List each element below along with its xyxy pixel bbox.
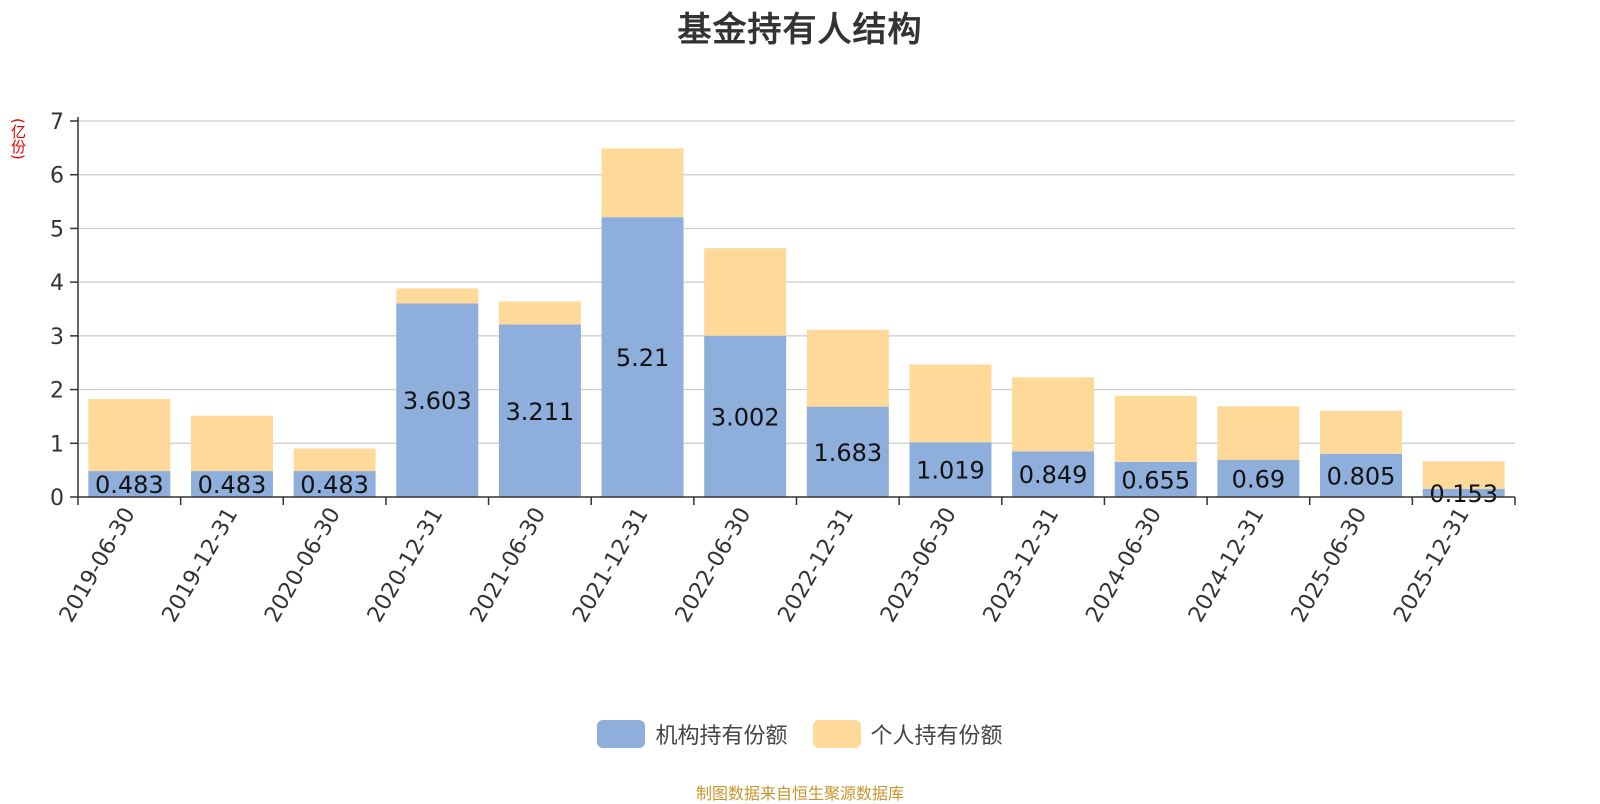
legend-label-individual: 个人持有份额 bbox=[870, 724, 1003, 749]
bar-value-label: 1.019 bbox=[916, 457, 985, 485]
legend-swatch-individual bbox=[812, 720, 861, 748]
bars bbox=[88, 148, 1505, 498]
bar-value-label: 3.002 bbox=[711, 403, 780, 431]
bar-institutional bbox=[1012, 451, 1095, 497]
bar-value-label: 0.153 bbox=[1429, 480, 1498, 508]
y-tick-label: 1 bbox=[50, 432, 64, 457]
x-tick-label: 2019-06-30 bbox=[55, 504, 141, 627]
bar-value-label: 5.21 bbox=[616, 344, 669, 372]
bar-value-label: 0.483 bbox=[300, 471, 369, 499]
bar-individual bbox=[1114, 395, 1197, 462]
bar-value-label: 0.849 bbox=[1019, 461, 1088, 489]
bar-institutional bbox=[1320, 453, 1403, 497]
y-tick-label: 2 bbox=[50, 379, 64, 404]
stacked-bar-chart: 0.483 0.483 0.483 3.603 3.211 5.21 3.002 1.683 1… bbox=[50, 110, 1516, 627]
bar-individual bbox=[1012, 377, 1095, 452]
legend-item-institutional[interactable]: 机构持有份额 bbox=[597, 718, 787, 750]
x-tick-label: 2021-06-30 bbox=[466, 504, 552, 627]
bar-institutional bbox=[396, 303, 479, 497]
bar-value-label: 0.69 bbox=[1232, 465, 1285, 493]
bar-value-label: 3.603 bbox=[403, 387, 472, 415]
bar-institutional bbox=[293, 471, 376, 497]
y-unit-label: (亿份) bbox=[9, 118, 27, 160]
bar-individual bbox=[909, 364, 992, 443]
legend: 机构持有份额 个人持有份额 bbox=[0, 718, 1600, 752]
x-tick-label: 2023-12-31 bbox=[979, 504, 1065, 627]
bar-value-label: 3.211 bbox=[506, 398, 575, 426]
bar-individual bbox=[1320, 410, 1403, 454]
bar-individual bbox=[498, 301, 581, 325]
x-tick-label: 2024-06-30 bbox=[1081, 504, 1167, 627]
bar-individual bbox=[1422, 461, 1505, 489]
bar-individual bbox=[601, 148, 684, 218]
x-tick-label: 2024-12-31 bbox=[1184, 504, 1270, 627]
bar-individual bbox=[704, 248, 787, 336]
chart-title: 基金持有人结构 bbox=[677, 10, 923, 50]
y-tick-label: 7 bbox=[50, 110, 64, 135]
grid-lines bbox=[78, 120, 1515, 444]
data-labels: 0.483 0.483 0.483 3.603 3.211 5.21 3.002 1.683 1… bbox=[95, 344, 1498, 508]
x-tick-label: 2023-06-30 bbox=[876, 504, 962, 627]
legend-item-individual[interactable]: 个人持有份额 bbox=[812, 718, 1003, 750]
bar-individual bbox=[396, 288, 479, 304]
y-tick-label: 4 bbox=[50, 271, 64, 296]
x-tick-label: 2020-12-31 bbox=[363, 504, 449, 627]
bar-value-label: 0.483 bbox=[95, 471, 164, 499]
x-tick-label: 2021-12-31 bbox=[568, 504, 654, 627]
bar-institutional bbox=[190, 471, 273, 497]
bar-individual bbox=[1217, 406, 1300, 460]
bar-institutional bbox=[1114, 461, 1197, 497]
bar-individual bbox=[806, 329, 889, 407]
bar-institutional bbox=[1217, 459, 1300, 497]
y-tick-label: 5 bbox=[50, 217, 64, 242]
bar-value-label: 0.483 bbox=[198, 471, 267, 499]
x-tick-label: 2022-06-30 bbox=[671, 504, 757, 627]
x-tick-label: 2025-06-30 bbox=[1287, 504, 1373, 627]
y-tick-label: 3 bbox=[50, 325, 64, 350]
bar-value-label: 0.655 bbox=[1121, 466, 1190, 494]
bar-institutional bbox=[806, 406, 889, 497]
bar-institutional bbox=[601, 217, 684, 498]
bar-institutional bbox=[909, 442, 992, 497]
bar-value-label: 0.805 bbox=[1327, 462, 1396, 490]
bar-institutional bbox=[704, 335, 787, 497]
bar-individual bbox=[88, 399, 171, 472]
legend-label-institutional: 机构持有份额 bbox=[655, 724, 788, 749]
bar-institutional bbox=[88, 471, 171, 497]
bar-individual bbox=[190, 415, 273, 472]
bar-institutional bbox=[498, 324, 581, 497]
x-tick-label: 2025-12-31 bbox=[1389, 504, 1475, 627]
bar-value-label: 1.683 bbox=[813, 439, 882, 467]
source-note: 制图数据来自恒生聚源数据库 bbox=[695, 784, 904, 803]
bar-individual bbox=[293, 448, 376, 472]
x-tick-label: 2022-12-31 bbox=[773, 504, 859, 627]
bar-institutional bbox=[1422, 488, 1505, 497]
x-tick-label: 2020-06-30 bbox=[260, 504, 346, 627]
legend-swatch-institutional bbox=[597, 720, 646, 748]
y-tick-label: 0 bbox=[50, 486, 64, 511]
y-tick-label: 6 bbox=[50, 164, 64, 189]
x-tick-label: 2019-12-31 bbox=[158, 504, 244, 627]
